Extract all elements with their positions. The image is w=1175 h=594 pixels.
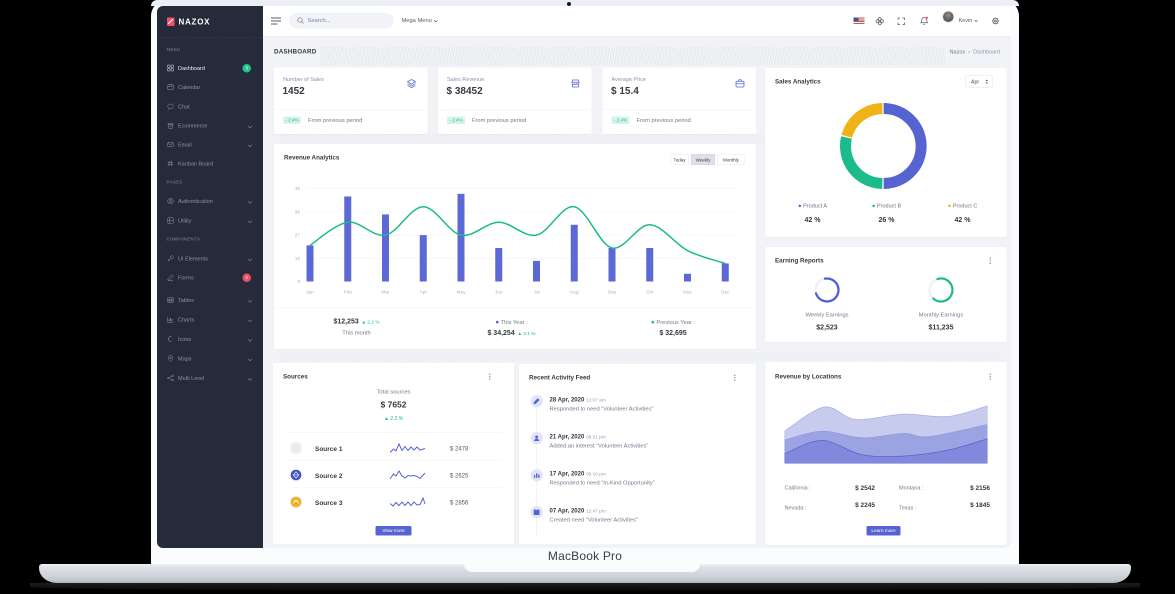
svg-text:Oct: Oct [646,290,654,296]
svg-text:Feb: Feb [344,290,353,296]
svg-text:Dec: Dec [721,290,730,296]
svg-text:Apr: Apr [420,290,428,296]
svg-text:45: 45 [295,186,301,192]
svg-text:27: 27 [295,233,301,239]
svg-text:Aug: Aug [570,290,579,296]
svg-text:Sep: Sep [608,290,617,296]
svg-text:May: May [457,290,467,296]
svg-text:Mar: Mar [381,290,390,296]
svg-text:36: 36 [295,210,301,216]
svg-text:Nov: Nov [683,290,692,296]
svg-text:Jun: Jun [495,290,503,296]
svg-text:18: 18 [295,256,301,262]
svg-text:Jul: Jul [533,290,539,296]
svg-text:Jan: Jan [306,290,314,296]
svg-text:9: 9 [297,279,300,285]
